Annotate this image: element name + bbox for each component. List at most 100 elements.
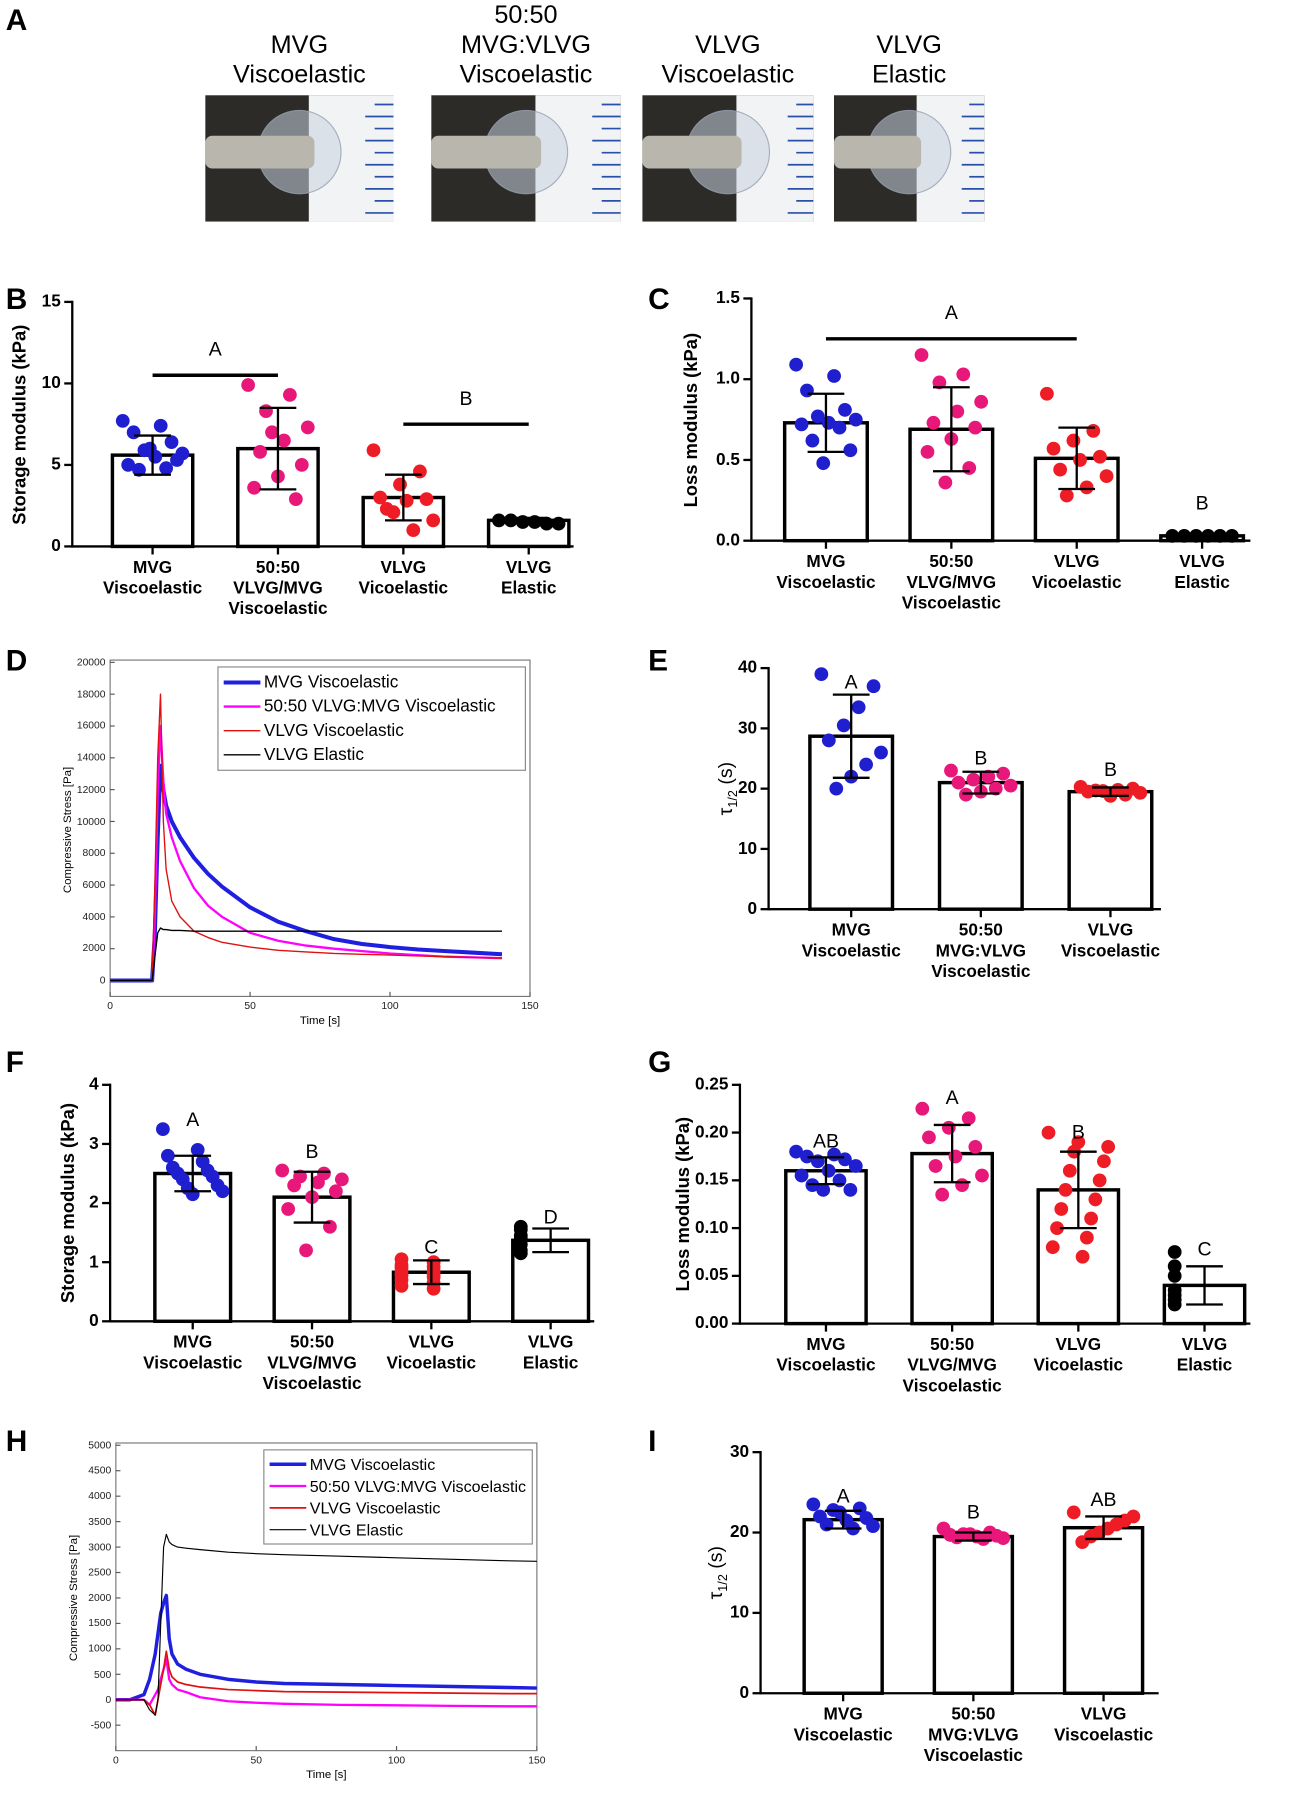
data-point [419,492,434,507]
data-point [1066,1505,1081,1520]
y-tick-label: 2 [89,1192,99,1213]
data-point [950,404,965,419]
y-tick-label: 4 [89,1074,99,1095]
y-tick-label: 8000 [82,847,106,859]
data-point [935,1187,950,1202]
data-point [1075,1535,1090,1550]
y-tick-label: 12000 [76,783,106,795]
x-tick-label: 50:50 MVG:VLVG Viscoelastic [923,1704,1023,1766]
data-point [821,733,836,748]
y-tick-label: 0.5 [715,449,740,470]
data-point [142,441,157,456]
data-point [373,490,388,505]
x-tick-label: VLVG Vicoelastic [358,557,449,599]
x-tick-label: VLVG Elastic [522,1332,579,1373]
data-point [932,375,947,390]
x-tick-label: MVG Viscoelastic [801,920,901,961]
y-axis-label: τ1/2 (s) [704,1545,731,1600]
legend-box [263,1449,533,1545]
data-point [1099,469,1114,483]
data-point [426,1281,441,1296]
y-tick-label: 4500 [88,1464,112,1476]
y-tick-label: 20000 [76,656,106,668]
data-point [294,458,309,472]
data-point [215,1184,230,1199]
y-tick-label: 0.00 [694,1313,729,1333]
data-point [938,475,953,490]
data-point [951,775,966,790]
x-tick-label: 150 [528,1754,546,1766]
data-point [968,420,983,435]
data-point [1167,1245,1182,1259]
data-point [816,456,831,471]
data-point [827,369,841,383]
data-point [1059,488,1074,503]
data-point [159,461,174,476]
data-point [399,493,414,508]
x-tick-label: 100 [387,1754,406,1766]
data-point [996,1531,1011,1546]
data-point [288,492,303,507]
data-point [974,394,989,409]
data-point [281,1202,296,1216]
significance-letter: C [1197,1238,1212,1261]
data-point [1079,1230,1094,1245]
y-tick-label: 5 [51,454,61,475]
data-point [1003,778,1018,793]
data-point [829,781,844,796]
x-axis-label: Time [s] [299,1014,341,1028]
significance-letter: A [208,338,222,361]
y-tick-label: 0 [99,974,106,986]
data-point [816,1182,831,1197]
data-point [513,1246,528,1261]
significance-letter: B [1071,1120,1085,1143]
y-tick-label: 500 [94,1668,112,1680]
data-point [153,418,168,433]
y-tick-label: 14000 [76,751,106,764]
y-tick-label: -500 [90,1718,112,1731]
data-point [922,1130,936,1145]
data-point [996,766,1011,781]
significance-letter: B [305,1141,319,1163]
data-point [1165,528,1180,543]
y-tick-label: 0 [89,1310,99,1331]
data-point [132,462,146,477]
data-point [981,769,996,784]
y-tick-label: 40 [737,657,758,678]
data-point [1058,1182,1073,1197]
panel-label: E [648,642,669,678]
data-point [874,745,888,760]
y-tick-label: 1500 [88,1617,112,1629]
x-tick-label: VLVG Vicoelastic [386,1332,477,1373]
legend-label: 50:50 VLVG:MVG Viscoelastic [309,1476,527,1495]
bar [937,780,1024,911]
panel-label: D [5,642,28,678]
data-point [275,1163,290,1178]
data-point [503,513,518,528]
y-tick-label: 1.5 [715,288,740,308]
data-point [1093,449,1107,464]
data-point [1045,1240,1060,1255]
spatula [642,135,742,169]
data-line [115,1533,537,1716]
panel-label: G [648,1044,672,1080]
data-point [1084,1211,1098,1226]
y-tick-label: 30 [729,1441,750,1462]
data-point [1092,1173,1107,1188]
data-point [956,367,971,382]
data-point [283,387,297,402]
x-tick-label: 50:50 VLVG/MVG Viscoelastic [902,1335,1002,1396]
x-tick-label: VLVG Viscoelastic [1053,1704,1154,1745]
y-tick-label: 3500 [88,1515,112,1527]
data-point [1066,433,1081,448]
x-tick-label: 50 [244,999,256,1012]
data-point [1133,785,1148,800]
data-point [190,1142,205,1157]
y-tick-label: 5000 [88,1439,112,1451]
data-point [1167,1297,1182,1312]
x-tick-label: 50:50 VLVG/MVG Viscoelastic [262,1332,362,1394]
y-tick-label: 1.0 [715,368,740,389]
data-point [848,412,863,427]
